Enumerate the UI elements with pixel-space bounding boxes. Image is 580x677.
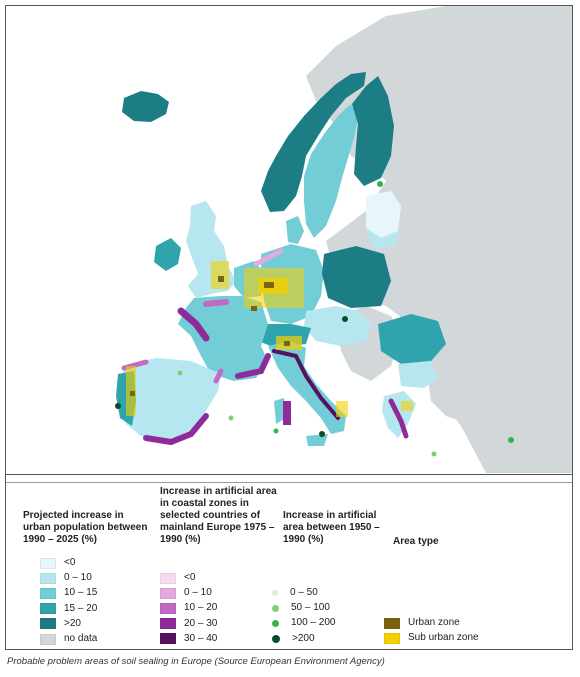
legend-item-label: Urban zone (408, 617, 460, 628)
legend-areatype-title: Area type (393, 536, 439, 547)
legend-color-swatch (160, 633, 176, 645)
legend-item-label: 50 – 100 (291, 602, 330, 614)
legend-item: Urban zone (384, 617, 460, 629)
legend-item-label: 10 – 20 (184, 602, 218, 614)
legend-dot-swatch (272, 619, 279, 627)
romania (378, 314, 446, 364)
legend-item: 100 – 200 (272, 617, 336, 629)
legend-color-swatch (160, 602, 176, 614)
legend-item: 0 – 50 (272, 587, 318, 599)
legend-item-label: 15 – 20 (64, 602, 98, 614)
legend-item-label: 100 – 200 (291, 617, 336, 629)
legend-item: 0 – 10 (160, 587, 212, 599)
legend-item: no data (40, 633, 97, 645)
coastal-zone-bands (121, 248, 409, 446)
legend-item: 20 – 30 (160, 618, 217, 630)
sweden (304, 104, 358, 238)
legend-dot-swatch (272, 590, 278, 596)
legend-dot-swatch (272, 604, 279, 612)
legend-item-label: no data (64, 633, 98, 644)
legend-color-swatch (384, 632, 400, 644)
legend-item-label: >200 (292, 632, 315, 644)
legend-item-label: 0 – 50 (290, 587, 318, 598)
turkey-nodata-region (426, 346, 572, 431)
iceland (122, 91, 169, 122)
france (178, 296, 268, 381)
legend-artificial-title: Increase in artificial area between 1950… (283, 510, 380, 545)
legend-item-label: 10 – 15 (64, 587, 98, 599)
bulgaria (398, 361, 438, 388)
corsica (283, 401, 291, 425)
legend-item-label: 30 – 40 (184, 632, 218, 644)
iberia (118, 358, 221, 441)
denmark (286, 216, 304, 244)
legend-item: >20 (40, 618, 81, 630)
legend-item-label: <0 (64, 557, 76, 568)
legend-coastal-title: Increase in artificial area in coastal z… (160, 486, 277, 545)
ireland (154, 238, 181, 271)
legend-item: 10 – 15 (40, 587, 97, 599)
legend-item-label: 20 – 30 (184, 617, 218, 629)
finland (352, 76, 394, 186)
figure-caption: Probable problem areas of soil sealing i… (7, 656, 385, 667)
legend-color-swatch (40, 603, 56, 615)
italy (268, 341, 346, 434)
norway (261, 72, 366, 212)
legend-item: <0 (40, 557, 75, 569)
legend-color-swatch (160, 587, 176, 599)
legend-color-swatch (40, 557, 56, 569)
legend-population-title: Projected increase in urban population b… (23, 510, 148, 545)
legend-item: 30 – 40 (160, 633, 217, 645)
lithuania (366, 228, 398, 248)
sicily (306, 434, 328, 446)
legend-color-swatch (160, 618, 176, 630)
legend-color-swatch (40, 587, 56, 599)
legend-color-swatch (40, 618, 56, 630)
legend-color-swatch (160, 572, 176, 584)
legend-item-label: >20 (64, 617, 81, 629)
legend-item: 0 – 10 (40, 572, 92, 584)
legend-item-label: Sub urban zone (408, 632, 479, 644)
central-europe (304, 306, 371, 346)
baltic-states (366, 191, 401, 238)
legend-item: Sub urban zone (384, 632, 479, 644)
europe-map (6, 6, 572, 473)
legend-item: <0 (160, 572, 195, 584)
urban-core (130, 276, 290, 396)
legend-item: 50 – 100 (272, 602, 330, 614)
legend-item-label: 0 – 10 (184, 587, 212, 599)
poland (322, 246, 391, 308)
legend-item: 15 – 20 (40, 603, 97, 615)
legend-divider (6, 474, 572, 475)
legend-divider-inner (6, 482, 572, 483)
legend-dot-swatch (272, 634, 280, 643)
legend-item-label: 0 – 10 (64, 572, 92, 584)
legend-item-label: <0 (184, 572, 196, 583)
legend-color-swatch (40, 572, 56, 584)
legend-item: 10 – 20 (160, 602, 217, 614)
legend-color-swatch (40, 633, 56, 645)
legend-color-swatch (384, 617, 400, 629)
legend-item: >200 (272, 633, 315, 645)
artificial-area-dots (115, 181, 514, 457)
